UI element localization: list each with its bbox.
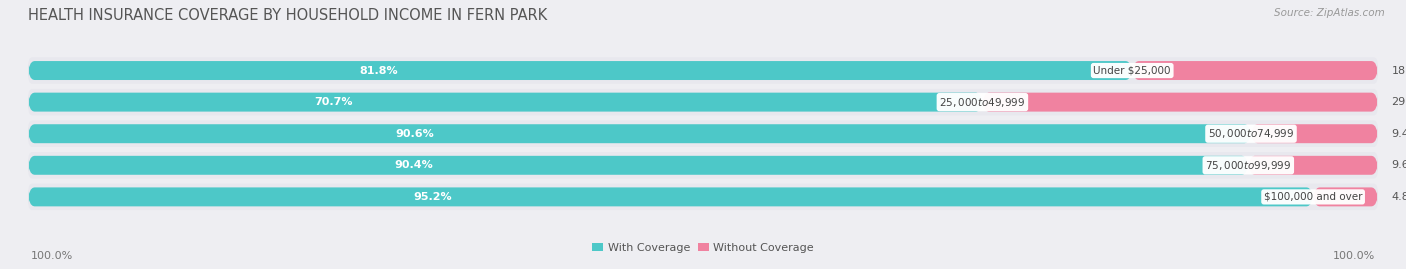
- Text: 9.6%: 9.6%: [1392, 160, 1406, 170]
- Text: 100.0%: 100.0%: [1333, 251, 1375, 261]
- Text: Under $25,000: Under $25,000: [1094, 66, 1171, 76]
- FancyBboxPatch shape: [983, 93, 1378, 112]
- FancyBboxPatch shape: [28, 187, 1313, 206]
- Text: 90.6%: 90.6%: [395, 129, 433, 139]
- FancyBboxPatch shape: [28, 124, 1251, 143]
- Text: Source: ZipAtlas.com: Source: ZipAtlas.com: [1274, 8, 1385, 18]
- Text: 90.4%: 90.4%: [394, 160, 433, 170]
- FancyBboxPatch shape: [1249, 156, 1378, 175]
- Text: HEALTH INSURANCE COVERAGE BY HOUSEHOLD INCOME IN FERN PARK: HEALTH INSURANCE COVERAGE BY HOUSEHOLD I…: [28, 8, 547, 23]
- Legend: With Coverage, Without Coverage: With Coverage, Without Coverage: [592, 243, 814, 253]
- Text: 9.4%: 9.4%: [1392, 129, 1406, 139]
- FancyBboxPatch shape: [28, 93, 983, 112]
- FancyBboxPatch shape: [28, 89, 1378, 115]
- FancyBboxPatch shape: [28, 152, 1378, 179]
- Text: $75,000 to $99,999: $75,000 to $99,999: [1205, 159, 1292, 172]
- FancyBboxPatch shape: [28, 184, 1378, 210]
- Text: 100.0%: 100.0%: [31, 251, 73, 261]
- Text: 29.3%: 29.3%: [1392, 97, 1406, 107]
- FancyBboxPatch shape: [28, 121, 1378, 147]
- FancyBboxPatch shape: [28, 57, 1378, 84]
- FancyBboxPatch shape: [1251, 124, 1378, 143]
- Text: 18.2%: 18.2%: [1392, 66, 1406, 76]
- Text: $100,000 and over: $100,000 and over: [1264, 192, 1362, 202]
- FancyBboxPatch shape: [28, 61, 1132, 80]
- FancyBboxPatch shape: [1313, 187, 1378, 206]
- Text: 81.8%: 81.8%: [360, 66, 398, 76]
- Text: $50,000 to $74,999: $50,000 to $74,999: [1208, 127, 1294, 140]
- Text: 95.2%: 95.2%: [413, 192, 453, 202]
- Text: 4.8%: 4.8%: [1392, 192, 1406, 202]
- FancyBboxPatch shape: [28, 156, 1249, 175]
- FancyBboxPatch shape: [1132, 61, 1378, 80]
- Text: $25,000 to $49,999: $25,000 to $49,999: [939, 95, 1025, 109]
- Text: 70.7%: 70.7%: [315, 97, 353, 107]
